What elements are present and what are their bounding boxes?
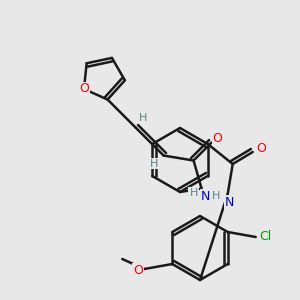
Text: O: O	[133, 263, 143, 277]
Text: N: N	[201, 190, 210, 203]
Text: O: O	[213, 132, 223, 145]
Text: H: H	[138, 112, 147, 122]
Text: O: O	[256, 142, 266, 154]
Text: O: O	[79, 82, 89, 95]
Text: Cl: Cl	[260, 230, 272, 244]
Text: N: N	[225, 196, 234, 208]
Text: H: H	[212, 191, 220, 201]
Text: H: H	[189, 188, 198, 197]
Text: H: H	[149, 158, 158, 169]
